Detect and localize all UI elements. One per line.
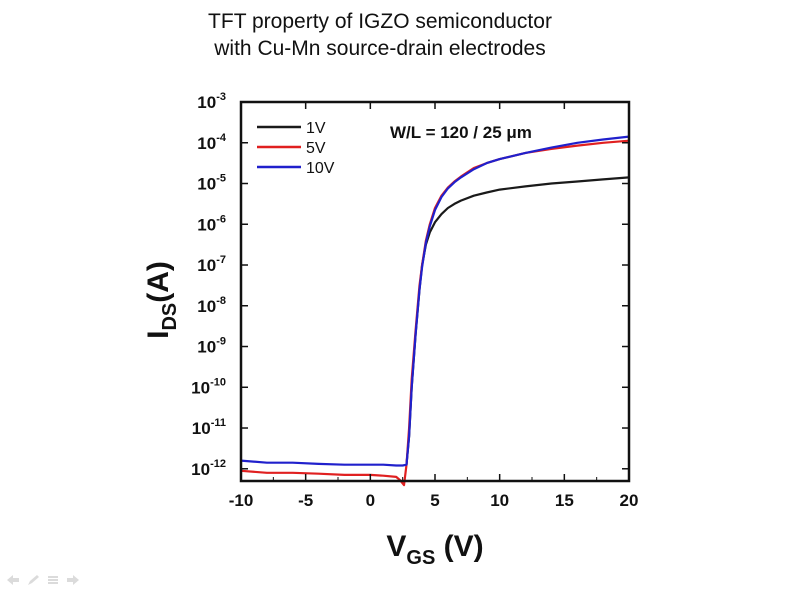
legend: 1V 5V 10V [257,120,335,177]
x-tick-label: 20 [620,491,639,510]
y-tick-label: 10-10 [191,376,226,397]
y-axis-label-main: I [142,331,175,339]
y-tick-label: 10-8 [197,295,226,316]
slide-title: TFT property of IGZO semiconductor with … [0,8,760,62]
y-tick-label: 10-7 [197,254,226,275]
series-line-5v [240,139,630,487]
y-tick-label: 10-4 [197,132,227,153]
x-tick-label: 0 [366,491,375,510]
axis-ticks [240,101,630,481]
slide-nav [6,574,80,586]
x-tick-label: -5 [298,491,313,510]
plot-frame [239,100,631,483]
slide-title-line-2: with Cu-Mn source-drain electrodes [214,37,546,60]
x-axis-label-unit: (V) [435,530,483,563]
y-tick-label: 10-11 [192,417,226,438]
next-slide-icon[interactable] [66,574,80,586]
x-tick-label: 10 [490,491,509,510]
y-axis-label-sub: DS [159,303,181,331]
series-line-1v [405,176,630,465]
x-tick-labels: -10 -5 0 5 10 15 20 [229,491,639,510]
slide-title-line-1: TFT property of IGZO semiconductor [208,10,552,33]
x-axis-label-main: V [386,530,406,563]
plot-lines [240,135,630,487]
x-axis-label: VGS (V) [386,530,483,569]
legend-label-5v: 5V [306,140,326,157]
y-tick-label: 10-12 [191,458,226,479]
chart-annotation: W/L = 120 / 25 μm [390,123,532,142]
x-axis-label-sub: GS [406,547,435,569]
x-tick-label: 15 [555,491,574,510]
legend-label-10v: 10V [306,160,335,177]
y-axis-label: IDS(A) [142,261,181,339]
y-tick-label: 10-9 [197,336,226,357]
series-line-10v [240,135,630,467]
y-tick-label: 10-6 [197,213,226,234]
x-tick-label: -10 [229,491,254,510]
x-tick-label: 5 [430,491,439,510]
pen-icon[interactable] [26,574,40,586]
y-tick-label: 10-5 [197,173,226,194]
y-axis-label-unit: (A) [142,261,175,303]
y-tick-label: 10-3 [197,91,226,112]
y-tick-labels: 10-3 10-4 10-5 10-6 10-7 10-8 10-9 10-10 10-11 10… [191,91,227,479]
legend-label-1v: 1V [306,120,326,137]
previous-slide-icon[interactable] [6,574,20,586]
menu-icon[interactable] [46,574,60,586]
